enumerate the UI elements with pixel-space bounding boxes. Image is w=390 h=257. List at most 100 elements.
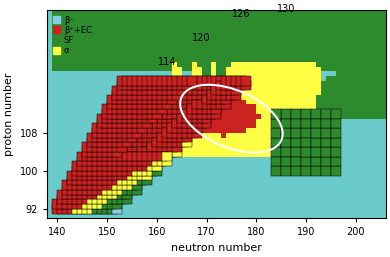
- Bar: [336, 33, 346, 43]
- Bar: [122, 166, 132, 176]
- Bar: [107, 138, 117, 147]
- Bar: [72, 195, 82, 204]
- Bar: [92, 166, 102, 176]
- Bar: [281, 138, 291, 147]
- Bar: [251, 33, 261, 43]
- Bar: [186, 86, 197, 95]
- Bar: [132, 62, 142, 71]
- Bar: [202, 95, 211, 105]
- Bar: [361, 14, 371, 24]
- Bar: [227, 95, 236, 105]
- Bar: [371, 52, 381, 62]
- Bar: [92, 147, 102, 157]
- Bar: [371, 62, 381, 71]
- Bar: [331, 86, 341, 95]
- Bar: [202, 95, 211, 105]
- Bar: [77, 152, 87, 161]
- Bar: [326, 105, 336, 114]
- Bar: [132, 166, 142, 176]
- Bar: [72, 171, 82, 180]
- Bar: [167, 33, 177, 43]
- Bar: [102, 185, 112, 195]
- Bar: [227, 109, 236, 119]
- Bar: [261, 128, 271, 138]
- Bar: [331, 157, 341, 166]
- Bar: [107, 171, 117, 180]
- Bar: [202, 76, 211, 86]
- Bar: [296, 133, 306, 142]
- Bar: [82, 24, 92, 33]
- Bar: [261, 71, 271, 81]
- Bar: [157, 157, 167, 166]
- Bar: [107, 48, 117, 57]
- Bar: [256, 57, 266, 67]
- Bar: [222, 114, 231, 123]
- Bar: [157, 62, 167, 71]
- Bar: [142, 142, 152, 152]
- Bar: [207, 90, 216, 100]
- Bar: [77, 204, 87, 214]
- Bar: [331, 14, 341, 24]
- Bar: [366, 71, 376, 81]
- Bar: [261, 57, 271, 67]
- Bar: [202, 119, 211, 128]
- Bar: [137, 128, 147, 138]
- Bar: [306, 38, 316, 48]
- Bar: [132, 142, 142, 152]
- Bar: [87, 180, 97, 190]
- Bar: [137, 161, 147, 171]
- Bar: [62, 190, 72, 199]
- Bar: [186, 123, 197, 133]
- Bar: [87, 190, 97, 199]
- Bar: [321, 29, 331, 38]
- Bar: [366, 67, 376, 76]
- Bar: [211, 86, 222, 95]
- Bar: [236, 76, 246, 86]
- Bar: [132, 48, 142, 57]
- Bar: [107, 157, 117, 166]
- Bar: [216, 138, 227, 147]
- Bar: [152, 90, 162, 100]
- Bar: [67, 190, 77, 199]
- Bar: [211, 90, 222, 100]
- Bar: [162, 147, 172, 157]
- Bar: [82, 166, 92, 176]
- Bar: [236, 105, 246, 114]
- Bar: [356, 29, 366, 38]
- Bar: [241, 24, 251, 33]
- Bar: [82, 199, 92, 209]
- Bar: [301, 71, 311, 81]
- Bar: [281, 138, 291, 147]
- Bar: [202, 67, 211, 76]
- Bar: [117, 138, 127, 147]
- Bar: [167, 128, 177, 138]
- Bar: [227, 133, 236, 142]
- Bar: [142, 43, 152, 52]
- Bar: [57, 14, 67, 24]
- Bar: [87, 195, 97, 204]
- Bar: [301, 67, 311, 76]
- Bar: [162, 123, 172, 133]
- Bar: [97, 199, 107, 209]
- Bar: [251, 62, 261, 71]
- Bar: [92, 123, 102, 133]
- Bar: [231, 76, 241, 86]
- Bar: [147, 29, 157, 38]
- Bar: [157, 86, 167, 95]
- Bar: [281, 100, 291, 109]
- Bar: [281, 33, 291, 43]
- Bar: [157, 157, 167, 166]
- Bar: [331, 128, 341, 138]
- Bar: [97, 204, 107, 214]
- Bar: [142, 95, 152, 105]
- Bar: [301, 157, 311, 166]
- Bar: [222, 109, 231, 119]
- Bar: [72, 171, 82, 180]
- Bar: [271, 24, 281, 33]
- Bar: [261, 29, 271, 38]
- Bar: [162, 90, 172, 100]
- Bar: [261, 10, 271, 19]
- Bar: [251, 76, 261, 86]
- Bar: [122, 180, 132, 190]
- Bar: [72, 33, 82, 43]
